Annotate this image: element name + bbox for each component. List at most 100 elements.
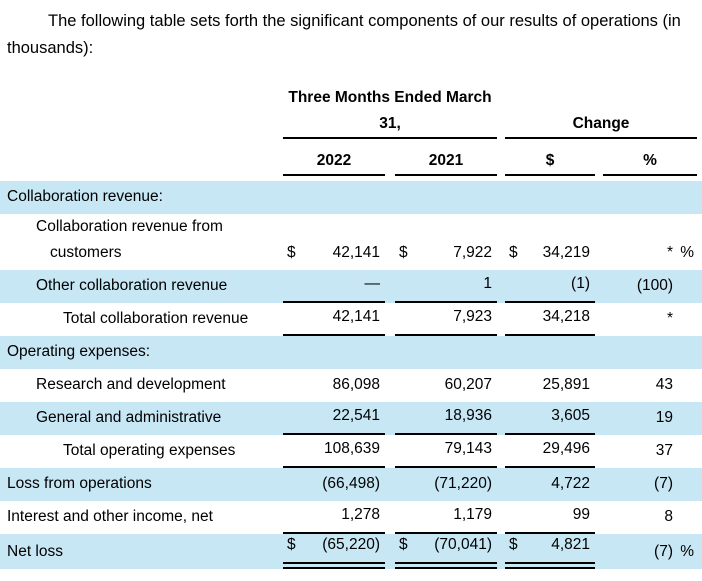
row-label: Operating expenses:	[7, 343, 151, 360]
amount: 4,821	[551, 536, 590, 553]
header-spacer	[0, 85, 283, 111]
column-header-2021: 2021	[395, 148, 497, 176]
row-label: Other collaboration revenue	[36, 277, 228, 294]
amount: 7,923	[453, 308, 492, 325]
amount: 60,207	[444, 376, 492, 393]
change-dollar-value: 25,891	[505, 369, 595, 402]
change-percent-value: * %	[603, 214, 697, 270]
change-percent-value: 19	[603, 402, 697, 435]
change-dollar-value: 3,605	[505, 402, 595, 435]
value-2021: 18,936	[395, 402, 497, 435]
dollar-sign: $	[509, 536, 518, 553]
change-percent-value: (7)	[603, 468, 697, 501]
amount: 18,936	[444, 407, 492, 424]
amount: (70,041)	[434, 536, 492, 553]
row-label: Loss from operations	[7, 475, 152, 492]
results-of-operations-table: Three Months Ended March 31, Change 2022…	[0, 85, 702, 569]
value-2022: 22,541	[283, 402, 385, 435]
value-2021: $ (70,041)	[395, 534, 497, 569]
change-percent-value: 37	[603, 435, 697, 468]
table-row: Total collaboration revenue 42,141 7,923…	[0, 303, 702, 336]
change-percent-value	[603, 336, 697, 369]
dollar-sign: $	[287, 536, 296, 553]
value-2021	[395, 336, 497, 369]
amount: 34,219	[542, 244, 590, 261]
amount: 3,605	[551, 407, 590, 424]
amount: (71,220)	[434, 475, 492, 492]
table-header-row-2: 31, Change	[0, 111, 702, 139]
table-row: Total operating expenses 108,639 79,143 …	[0, 435, 702, 468]
value-2022: 1,278	[283, 501, 385, 534]
amount: (7)	[654, 543, 673, 560]
amount: (65,220)	[322, 536, 380, 553]
change-group-header: Change	[505, 111, 697, 139]
amount: 19	[655, 409, 673, 426]
change-dollar-value: 99	[505, 501, 595, 534]
value-2022	[283, 336, 385, 369]
value-2021: 60,207	[395, 369, 497, 402]
dollar-sign: $	[509, 244, 518, 261]
value-2021: 79,143	[395, 435, 497, 468]
value-2021: $ 7,922	[395, 214, 497, 270]
table-row: Collaboration revenue:	[0, 181, 702, 214]
amount: 1,278	[341, 506, 380, 523]
change-dollar-value	[505, 181, 595, 214]
row-label: Research and development	[36, 376, 226, 393]
change-dollar-value	[505, 336, 595, 369]
amount: 1,179	[453, 506, 492, 523]
column-header-change-percent: %	[603, 148, 697, 176]
table-row: Other collaboration revenue — 1 (1) (100…	[0, 270, 702, 303]
row-label: Total operating expenses	[63, 442, 236, 459]
amount: 86,098	[332, 376, 380, 393]
change-percent-value: (100)	[603, 270, 697, 303]
amount: 99	[572, 506, 590, 523]
column-header-change-dollar: $	[505, 148, 595, 176]
table-row: Net loss $ (65,220) $ (70,041) $ 4,821 (…	[0, 534, 702, 569]
period-group-header-line1: Three Months Ended March	[288, 89, 492, 106]
row-label: Collaboration revenue from customers	[36, 218, 223, 261]
change-dollar-value: $ 34,219	[505, 214, 595, 270]
column-header-2022: 2022	[283, 148, 385, 176]
value-2022: 108,639	[283, 435, 385, 468]
change-percent-value: *	[603, 303, 697, 336]
amount: 1	[483, 275, 492, 292]
row-label: Collaboration revenue:	[7, 188, 163, 205]
table-row: Collaboration revenue from customers $ 4…	[0, 214, 702, 270]
amount: *	[666, 310, 673, 327]
period-group-header-line2: 31,	[283, 111, 497, 139]
change-dollar-value: 34,218	[505, 303, 595, 336]
amount: 25,891	[542, 376, 590, 393]
value-2021	[395, 181, 497, 214]
table-header-row-1: Three Months Ended March	[0, 85, 702, 111]
percent-sign: %	[680, 244, 694, 261]
dollar-sign: $	[287, 244, 296, 261]
amount: 4,722	[551, 475, 590, 492]
value-2021: 1,179	[395, 501, 497, 534]
row-label: Interest and other income, net	[7, 508, 213, 525]
table-body: Collaboration revenue: Collaboration rev…	[0, 181, 702, 569]
change-percent-value	[603, 181, 697, 214]
amount: (7)	[654, 475, 673, 492]
percent-sign: %	[680, 543, 694, 560]
change-dollar-value: $ 4,821	[505, 534, 595, 569]
amount: (66,498)	[322, 475, 380, 492]
value-2022: 86,098	[283, 369, 385, 402]
amount: (1)	[571, 275, 590, 292]
change-percent-value: 43	[603, 369, 697, 402]
dollar-sign: $	[399, 244, 408, 261]
table-row: Loss from operations (66,498) (71,220) 4…	[0, 468, 702, 501]
dollar-sign: $	[399, 536, 408, 553]
table-header-row-3: 2022 2021 $ %	[0, 148, 702, 176]
amount: —	[364, 275, 381, 292]
amount: 22,541	[332, 407, 380, 424]
amount: 43	[655, 376, 673, 393]
header-spacer	[0, 148, 283, 176]
table-row: Research and development 86,098 60,207 2…	[0, 369, 702, 402]
table-row: General and administrative 22,541 18,936…	[0, 402, 702, 435]
change-dollar-value: (1)	[505, 270, 595, 303]
value-2022: —	[283, 270, 385, 303]
amount: 37	[655, 442, 673, 459]
value-2022: 42,141	[283, 303, 385, 336]
change-percent-value: 8	[603, 501, 697, 534]
change-dollar-value: 29,496	[505, 435, 595, 468]
